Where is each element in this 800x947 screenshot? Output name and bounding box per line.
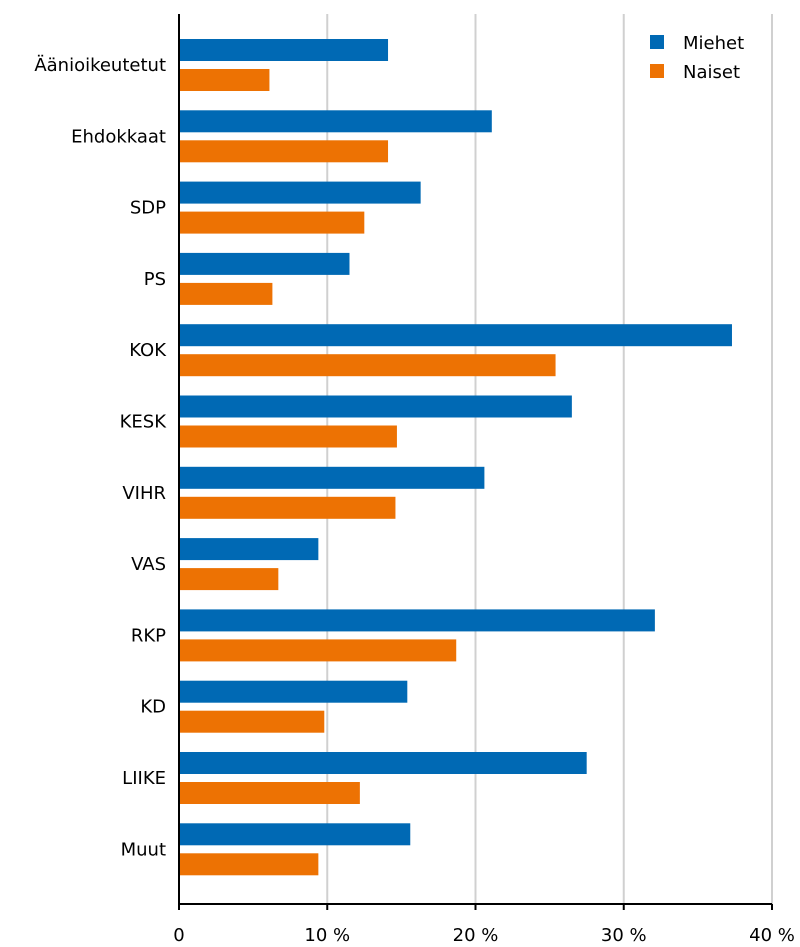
category-label: SDP xyxy=(130,198,166,219)
bar-naiset xyxy=(179,568,279,591)
bar-miehet xyxy=(179,181,421,204)
x-ticks: 0 10 % 20 % 30 % 40 % xyxy=(173,904,795,946)
category-label: Muut xyxy=(121,839,166,860)
category-label: KD xyxy=(140,697,166,718)
bars xyxy=(179,39,732,876)
bar-miehet xyxy=(179,680,408,703)
bar-miehet xyxy=(179,252,350,275)
bar-naiset xyxy=(179,140,389,163)
bar-naiset xyxy=(179,354,556,377)
x-tick-label: 40 % xyxy=(749,925,795,946)
bar-miehet xyxy=(179,466,485,489)
bar-miehet xyxy=(179,752,587,774)
bar-naiset xyxy=(179,211,365,234)
bar-naiset xyxy=(179,425,397,448)
legend-label: Miehet xyxy=(683,33,744,54)
legend-swatch-miehet xyxy=(650,35,664,49)
legend: Miehet Naiset xyxy=(650,33,744,83)
category-label: Ehdokkaat xyxy=(71,126,166,147)
x-tick-label: 10 % xyxy=(304,925,350,946)
bar-miehet xyxy=(179,538,319,561)
category-label: LIIKE xyxy=(122,768,166,789)
x-tick-label: 20 % xyxy=(453,925,499,946)
category-label: RKP xyxy=(131,625,166,646)
bar-miehet xyxy=(179,324,732,347)
bar-miehet xyxy=(179,609,655,632)
category-label: Äänioikeutetut xyxy=(34,55,166,76)
category-label: VIHR xyxy=(122,483,166,504)
bar-naiset xyxy=(179,282,273,305)
category-labels: Äänioikeutetut Ehdokkaat SDP PS KOK KESK VIHR V… xyxy=(34,55,167,860)
legend-label: Naiset xyxy=(683,62,740,83)
x-tick-label: 30 % xyxy=(601,925,647,946)
bar-naiset xyxy=(179,69,270,91)
category-label: KESK xyxy=(120,412,168,433)
bar-miehet xyxy=(179,823,411,846)
category-label: PS xyxy=(144,269,166,290)
legend-swatch-naiset xyxy=(650,64,664,78)
bar-naiset xyxy=(179,710,325,733)
bar-miehet xyxy=(179,39,389,61)
bar-miehet xyxy=(179,395,572,418)
category-label: VAS xyxy=(131,554,166,575)
bar-naiset xyxy=(179,496,396,519)
bar-naiset xyxy=(179,782,360,804)
x-tick-label: 0 xyxy=(173,925,184,946)
bar-miehet xyxy=(179,110,492,133)
bar-naiset xyxy=(179,639,457,662)
category-label: KOK xyxy=(129,340,167,361)
bar-naiset xyxy=(179,853,319,876)
